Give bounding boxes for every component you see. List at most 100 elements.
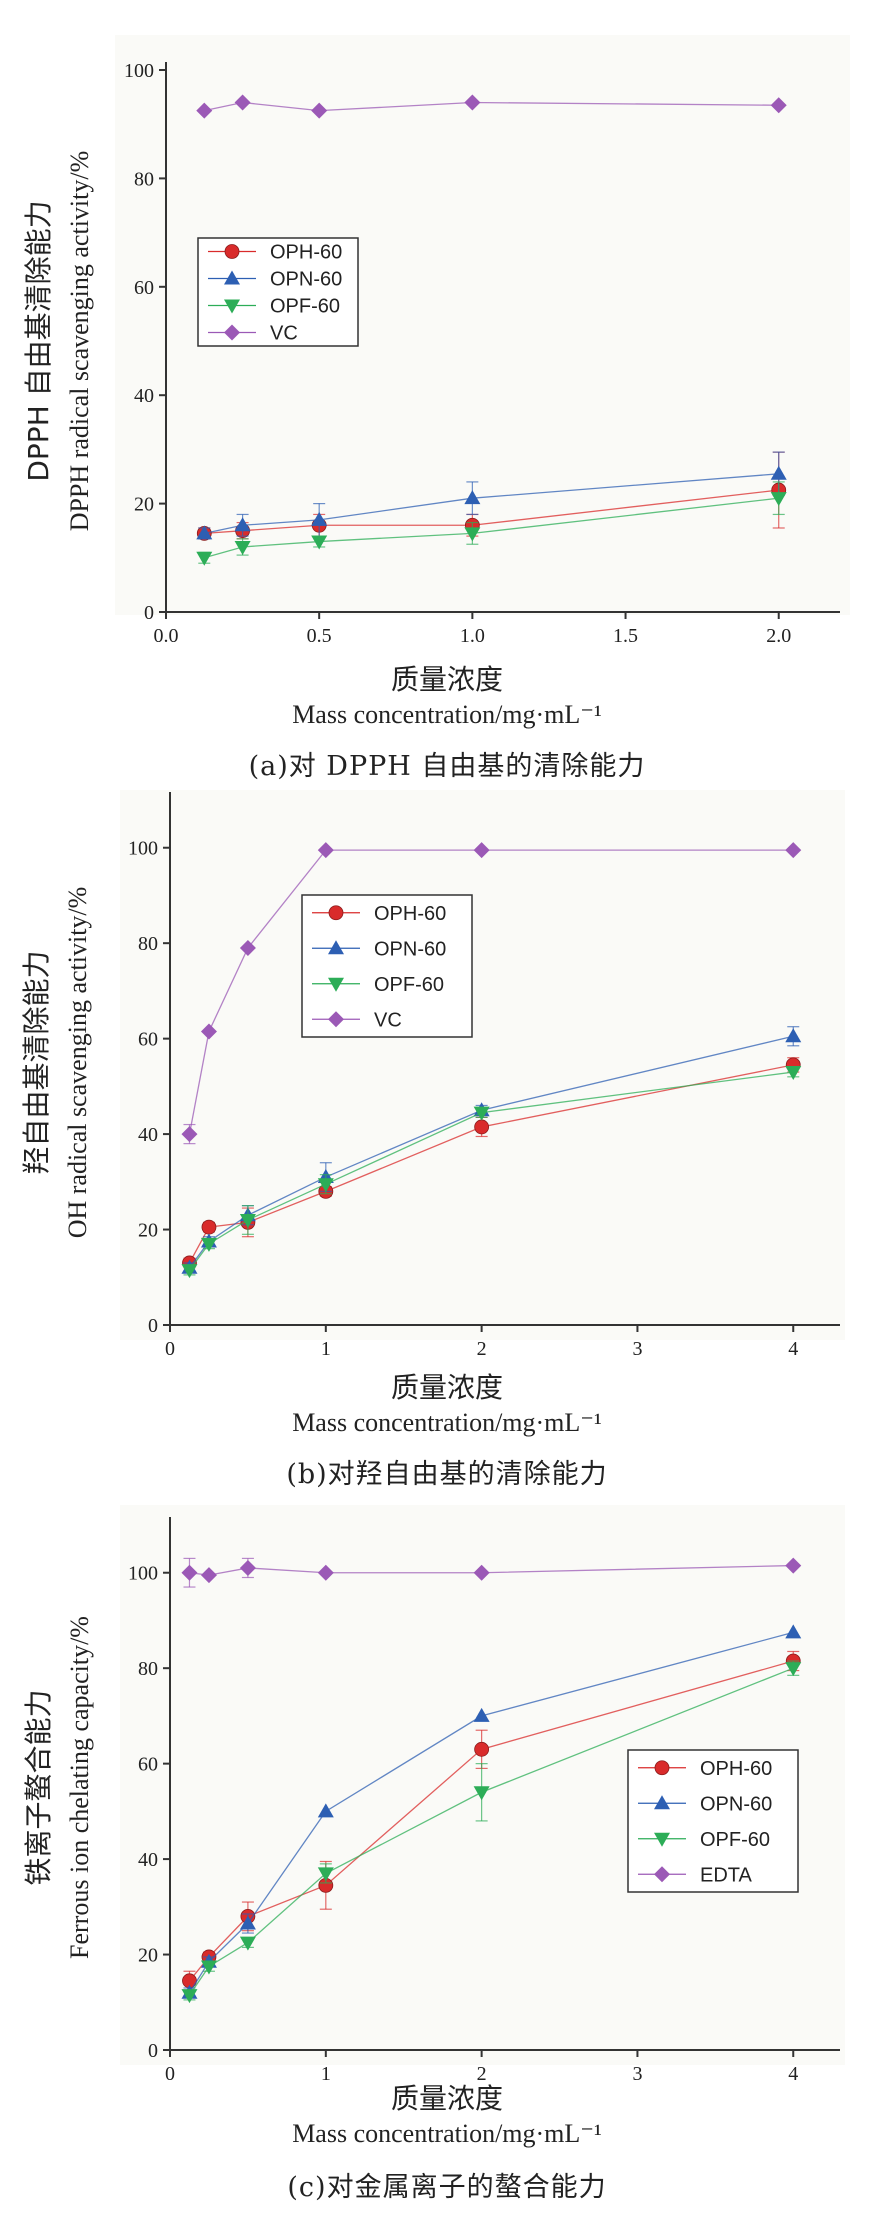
chart-b-legend-label: OPF-60 bbox=[374, 974, 444, 996]
chart-a-y-tick-label: 100 bbox=[124, 60, 154, 82]
chart-b-plot: 0 20 40 60 80 100 0 1 2 3 4 羟自由基清除能力 OH radical scav… bbox=[20, 790, 845, 1360]
chart-a-legend-marker bbox=[224, 324, 240, 341]
chart-b-data-point bbox=[239, 939, 256, 956]
chart-a-legend-label: OPF-60 bbox=[270, 296, 340, 318]
chart-b-ylabel: OH radical scavenging activity/% bbox=[63, 887, 92, 1239]
chart-c-y-tick-label: 60 bbox=[138, 1754, 158, 1776]
chart-c-series-edta bbox=[181, 1557, 802, 1588]
chart-a-data-point bbox=[311, 535, 328, 550]
chart-b-legend-marker bbox=[328, 905, 344, 921]
chart-b-data-point bbox=[181, 1126, 198, 1143]
chart-c-data-point bbox=[181, 1564, 198, 1581]
chart-a-y-tick-label: 80 bbox=[134, 168, 154, 190]
chart-b-x-tick-label: 3 bbox=[632, 1338, 642, 1360]
chart-a-series-opf-60 bbox=[196, 481, 787, 566]
chart-a-x-tick-label: 1.5 bbox=[613, 625, 638, 647]
chart-b-x-tick-label: 4 bbox=[788, 1338, 798, 1360]
chart-a-xlabel: Mass concentration/mg·mL⁻¹ bbox=[292, 700, 602, 729]
chart-b-data-point bbox=[317, 1178, 334, 1193]
chart-b-y-tick-label: 20 bbox=[138, 1220, 158, 1242]
chart-b-xlabel: Mass concentration/mg·mL⁻¹ bbox=[292, 1408, 602, 1437]
chart-b-y-tick-label: 60 bbox=[138, 1029, 158, 1051]
chart-a-legend-marker bbox=[224, 270, 240, 285]
chart-b-data-point bbox=[239, 1214, 256, 1228]
chart-b-xlabel-cn: 质量浓度 bbox=[390, 1371, 503, 1404]
chart-c-data-point bbox=[239, 1915, 256, 1930]
chart-a-legend-marker bbox=[224, 244, 240, 259]
chart-a-data-point bbox=[234, 517, 251, 532]
chart-b-x-tick-label: 2 bbox=[477, 1338, 487, 1360]
chart-b-plot-background bbox=[120, 790, 845, 1340]
chart-a-ylabel-cn: DPPH 自由基清除能力 bbox=[22, 200, 55, 481]
chart-a-legend-label: OPN-60 bbox=[270, 269, 342, 291]
chart-b-data-point bbox=[474, 1119, 490, 1135]
chart-b-caption: (b)对羟自由基的清除能力 bbox=[286, 1459, 608, 1490]
chart-b-data-point bbox=[317, 842, 334, 859]
chart-c-data-point bbox=[785, 1557, 802, 1574]
chart-c-legend: OPH-60 OPN-60 OPF-60 EDTA bbox=[627, 1749, 799, 1893]
chart-a-legend-box bbox=[197, 237, 359, 347]
chart-b-legend-label: OPN-60 bbox=[374, 938, 446, 960]
chart-b-legend-marker bbox=[328, 940, 344, 955]
chart-c-legend-marker bbox=[654, 1795, 670, 1810]
chart-b-y-tick-label: 100 bbox=[128, 838, 158, 860]
chart-b-series-vc bbox=[181, 842, 802, 1145]
chart-c-data-point bbox=[317, 1564, 334, 1581]
chart-b-ylabel-cn: 羟自由基清除能力 bbox=[20, 950, 53, 1174]
chart-b-y-tick-label: 80 bbox=[138, 933, 158, 955]
chart-a-y-tick-label: 60 bbox=[134, 277, 154, 299]
chart-a-data-point bbox=[770, 465, 787, 480]
chart-a-ylabel: DPPH radical scavenging activity/% bbox=[65, 151, 94, 532]
chart-b-data-point bbox=[200, 1237, 217, 1252]
chart-a-y-tick-label: 40 bbox=[134, 385, 154, 407]
chart-c-legend-label: OPF-60 bbox=[700, 1829, 770, 1851]
chart-a-data-point bbox=[464, 94, 481, 111]
chart-a-legend-marker bbox=[224, 299, 240, 314]
chart-c-legend-marker bbox=[654, 1760, 670, 1776]
chart-a-data-point bbox=[196, 525, 213, 540]
chart-c-xlabel: Mass concentration/mg·mL⁻¹ bbox=[292, 2119, 602, 2148]
chart-c-y-tick-label: 80 bbox=[138, 1658, 158, 1680]
chart-c-xlabel-cn: 质量浓度 bbox=[390, 2082, 503, 2115]
chart-panel-a: 0 20 40 60 80 100 0.0 0.5 1.0 1.5 2.0 DPPH 自由基清除能力 D… bbox=[0, 0, 894, 740]
chart-c-ylabel: Ferrous ion chelating capacity/% bbox=[65, 1616, 94, 1959]
chart-a-y-tick-label: 20 bbox=[134, 494, 154, 516]
chart-b-data-point bbox=[181, 1264, 198, 1279]
chart-a-data-point bbox=[770, 97, 787, 114]
chart-c-data-point bbox=[200, 1960, 217, 1975]
chart-b-legend-marker bbox=[328, 977, 344, 992]
chart-c-y-tick-label: 20 bbox=[138, 1945, 158, 1967]
chart-c-legend-marker bbox=[654, 1832, 670, 1847]
chart-b-data-point bbox=[785, 1066, 802, 1081]
chart-c-legend-marker bbox=[654, 1866, 670, 1883]
chart-c-x-tick-label: 4 bbox=[788, 2063, 798, 2085]
chart-c-series-opf-60 bbox=[181, 1660, 802, 2004]
chart-c-data-point bbox=[473, 1564, 490, 1581]
chart-a-x-tick-label: 0.5 bbox=[307, 625, 332, 647]
chart-c-ylabel-cn: 铁离子螯合能力 bbox=[22, 1689, 55, 1885]
chart-b-data-point bbox=[201, 1219, 217, 1235]
chart-b-series-line bbox=[188, 849, 794, 1135]
chart-a-data-point bbox=[196, 102, 213, 119]
chart-a-legend-label: VC bbox=[270, 323, 298, 345]
chart-a-legend: OPH-60 OPN-60 OPF-60 VC bbox=[197, 237, 359, 347]
chart-c-data-point bbox=[317, 1803, 334, 1818]
chart-c-data-point bbox=[239, 1559, 256, 1576]
chart-c-legend-box bbox=[627, 1749, 799, 1893]
chart-b-legend: OPH-60 OPN-60 OPF-60 VC bbox=[301, 894, 473, 1038]
chart-c-y-tick-label: 100 bbox=[128, 1563, 158, 1585]
chart-panel-b: 0 20 40 60 80 100 0 1 2 3 4 羟自由基清除能力 OH radical scav… bbox=[0, 790, 894, 1510]
chart-c-y-tick-label: 40 bbox=[138, 1849, 158, 1871]
chart-c-y-tick-label: 0 bbox=[148, 2040, 158, 2062]
chart-b-series-opf-60 bbox=[181, 1066, 802, 1279]
chart-c-legend-label: EDTA bbox=[700, 1864, 753, 1886]
chart-a-x-tick-label: 2.0 bbox=[766, 625, 791, 647]
chart-a-data-point bbox=[770, 492, 787, 507]
chart-a-plot: 0 20 40 60 80 100 0.0 0.5 1.0 1.5 2.0 DPPH 自由基清除能力 D… bbox=[22, 35, 850, 647]
chart-a-x-tick-label: 0.0 bbox=[154, 625, 179, 647]
chart-b-data-point bbox=[473, 1106, 490, 1121]
chart-a-legend-label: OPH-60 bbox=[270, 242, 342, 264]
chart-c-data-point bbox=[785, 1624, 802, 1639]
chart-b-data-point bbox=[785, 1028, 802, 1043]
chart-c-data-point bbox=[473, 1786, 490, 1801]
